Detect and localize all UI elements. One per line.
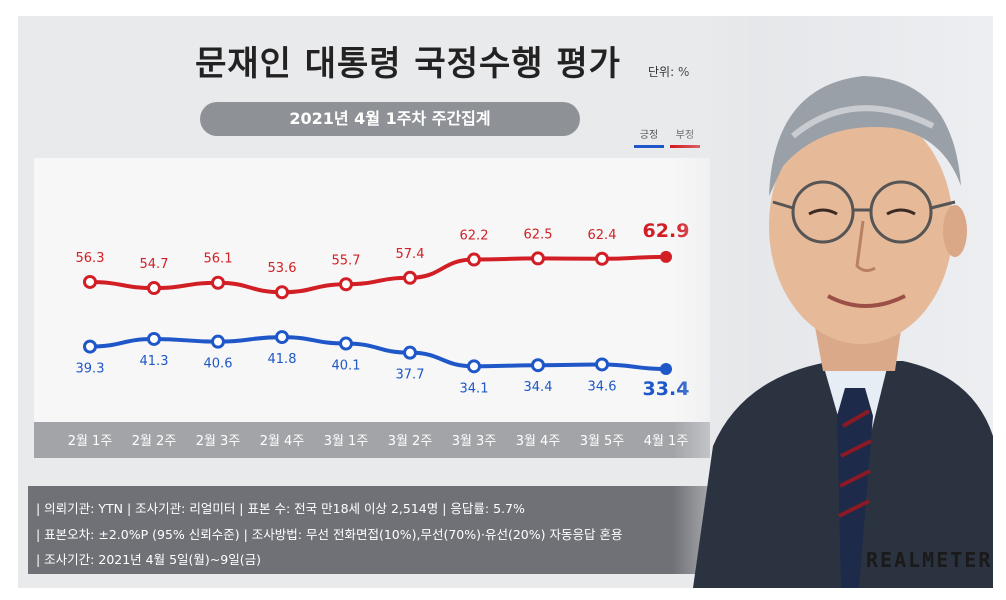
data-point-negative [403,270,417,285]
brand-logo: REALMETER [866,548,993,572]
chart-title: 문재인 대통령 국정수행 평가 [195,44,621,84]
data-point-positive [211,334,225,349]
data-label-positive: 40.6 [204,357,233,372]
survey-info-line-2: | 표본오차: ±2.0%P (95% 신뢰수준) | 조사방법: 무선 전화면… [36,527,623,542]
data-point-positive [531,358,545,373]
data-point-negative [467,252,481,267]
data-label-negative: 62.4 [588,228,617,243]
data-label-positive: 41.8 [268,352,297,367]
data-point-negative [83,274,97,289]
series-line-negative [89,254,667,295]
data-point-negative [275,285,289,300]
plot-area [34,158,710,434]
data-point-negative [660,250,672,263]
data-label-positive: 40.1 [332,359,361,374]
data-point-positive [467,359,481,374]
legend-label-positive: 긍정 [639,130,659,141]
data-point-negative [147,281,161,296]
subtitle-pill: 2021년 4월 1주차 주간집계 [200,102,580,136]
survey-info-line-3: | 조사기간: 2021년 4월 5일(월)~9일(금) [36,552,261,567]
series-line-positive [89,335,667,371]
x-axis-band [34,422,710,458]
data-point-positive [83,339,97,354]
data-point-positive [147,331,161,346]
data-label-negative: 53.6 [268,261,297,276]
data-label-negative: 54.7 [140,257,169,272]
x-tick-label: 3월 5주 [580,434,625,449]
data-point-positive [595,357,609,372]
survey-info-box: | 의뢰기관: YTN | 조사기관: 리얼미터 | 표본 수: 전국 만18세… [28,486,708,574]
x-tick-label: 2월 4주 [260,434,305,449]
president-portrait-image [673,16,993,588]
legend-swatch-positive [634,145,664,148]
x-tick-label: 3월 3주 [452,434,497,449]
x-tick-label: 2월 2주 [132,434,177,449]
data-point-negative [211,275,225,290]
data-label-positive: 41.3 [140,354,169,369]
x-tick-label: 2월 3주 [196,434,241,449]
data-point-negative [531,251,545,266]
data-point-positive [660,363,672,375]
data-label-negative: 62.2 [460,229,489,244]
data-point-positive [339,336,353,351]
chart-frame: 문재인 대통령 국정수행 평가 단위: % 2021년 4월 1주차 주간집계 … [18,16,993,588]
data-label-negative: 56.1 [204,252,233,267]
data-label-negative: 56.3 [76,251,105,266]
data-label-negative: 62.5 [524,227,553,242]
data-label-negative: 57.4 [396,247,425,262]
data-label-positive: 37.7 [396,368,425,383]
data-label-negative: 55.7 [332,253,361,268]
x-tick-label: 3월 2주 [388,434,433,449]
survey-info-line-1: | 의뢰기관: YTN | 조사기관: 리얼미터 | 표본 수: 전국 만18세… [36,501,525,516]
data-label-positive: 39.3 [76,362,105,377]
data-label-positive: 34.4 [524,380,553,395]
legend-item-positive: 긍정 [634,126,664,148]
x-tick-label: 3월 4주 [516,434,561,449]
data-label-positive: 34.6 [588,379,617,394]
x-tick-label: 2월 1주 [68,434,113,449]
data-point-negative [339,277,353,292]
x-tick-label: 3월 1주 [324,434,369,449]
data-point-positive [403,345,417,360]
data-point-positive [275,330,289,345]
data-label-positive: 34.1 [460,381,489,396]
line-chart: 56.3 54.7 56.153.655.7 57.462.2 62.5 62.4 62.9… [68,220,690,449]
data-point-negative [595,251,609,266]
